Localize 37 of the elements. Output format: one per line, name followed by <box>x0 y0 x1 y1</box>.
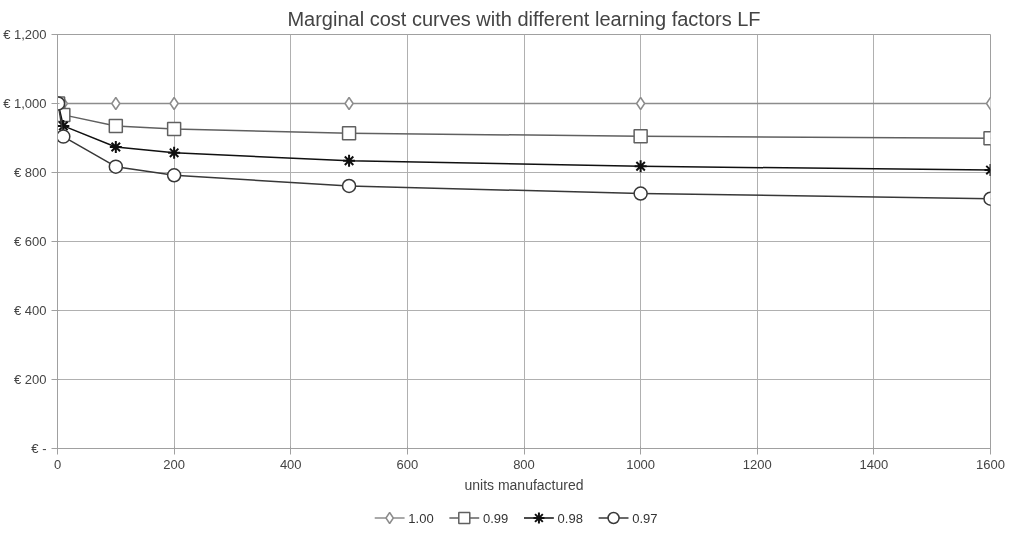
y-tick-label: € - <box>31 441 47 456</box>
y-tick-label: € 400 <box>13 303 47 318</box>
point <box>635 96 646 111</box>
y-tick-label: € 200 <box>13 372 47 387</box>
y-tick-label: € 600 <box>13 234 47 249</box>
legend-label: 1.00 <box>408 510 434 526</box>
x-tick-label: 600 <box>396 456 419 472</box>
point <box>166 121 182 137</box>
point <box>633 186 648 201</box>
legend-label: 0.98 <box>557 510 583 526</box>
point <box>108 159 124 174</box>
point <box>342 153 357 168</box>
point <box>108 139 123 154</box>
point <box>166 168 182 183</box>
y-tick-label: € 1,200 <box>3 27 47 42</box>
x-tick-label: 1200 <box>742 456 772 472</box>
point <box>167 145 182 160</box>
x-tick-label: 200 <box>163 456 185 472</box>
point <box>341 125 357 141</box>
y-tick-label: € 1,000 <box>3 96 47 111</box>
x-tick-label: 1400 <box>859 456 889 472</box>
point <box>633 129 648 144</box>
point <box>341 178 357 194</box>
x-tick-label: 400 <box>279 456 302 472</box>
point <box>633 159 648 174</box>
legend-label: 0.97 <box>632 510 658 526</box>
y-tick-label: € 800 <box>13 165 47 180</box>
x-tick-label: 0 <box>53 456 62 472</box>
x-tick-label: 1600 <box>976 456 1005 472</box>
point <box>57 129 71 144</box>
point <box>57 118 71 133</box>
chart-title: Marginal cost curves with different learning factors LF <box>287 7 761 30</box>
x-tick-label: 1000 <box>626 456 656 472</box>
legend-label: 0.99 <box>482 510 509 526</box>
x-tick-label: 800 <box>513 456 535 472</box>
point <box>108 118 124 134</box>
x-axis-title: units manufactured <box>464 476 584 493</box>
